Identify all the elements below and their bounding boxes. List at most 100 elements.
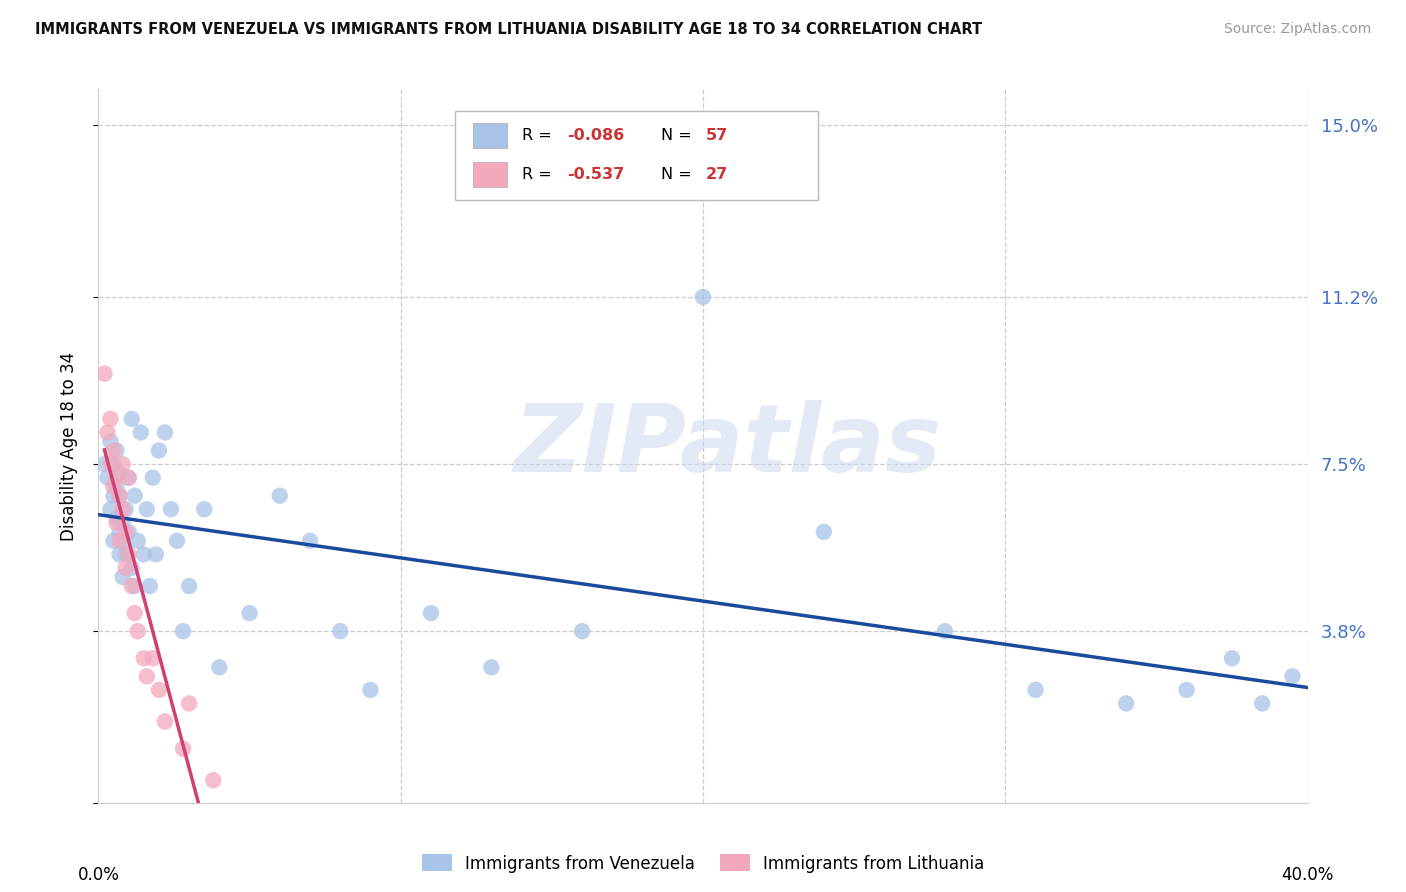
Point — [193, 502, 215, 516]
Point — [105, 443, 128, 458]
Point — [103, 443, 125, 458]
Point — [96, 470, 118, 484]
Point — [118, 524, 141, 539]
Point — [111, 516, 134, 530]
Point — [105, 470, 128, 484]
Point — [114, 561, 136, 575]
Point — [121, 412, 143, 426]
Point — [148, 682, 170, 697]
Point — [269, 489, 291, 503]
Point — [111, 502, 134, 516]
Y-axis label: Disability Age 18 to 34: Disability Age 18 to 34 — [59, 351, 77, 541]
Point — [420, 606, 443, 620]
Text: 40.0%: 40.0% — [1281, 866, 1334, 884]
Point — [103, 480, 125, 494]
Point — [148, 443, 170, 458]
Text: -0.537: -0.537 — [568, 168, 624, 182]
Point — [100, 457, 122, 471]
Point — [103, 457, 125, 471]
Point — [160, 502, 183, 516]
Point — [179, 579, 201, 593]
FancyBboxPatch shape — [456, 111, 818, 200]
Legend: Immigrants from Venezuela, Immigrants from Lithuania: Immigrants from Venezuela, Immigrants fr… — [415, 847, 991, 880]
Point — [135, 502, 157, 516]
Point — [118, 548, 141, 562]
Text: Source: ZipAtlas.com: Source: ZipAtlas.com — [1223, 22, 1371, 37]
Point — [105, 480, 128, 494]
Point — [124, 606, 146, 620]
Point — [135, 669, 157, 683]
Point — [208, 660, 231, 674]
Point — [132, 651, 155, 665]
Point — [111, 533, 134, 548]
Point — [105, 516, 128, 530]
Point — [142, 470, 165, 484]
Point — [114, 548, 136, 562]
Point — [114, 502, 136, 516]
Point — [1175, 682, 1198, 697]
Point — [108, 466, 131, 480]
Bar — [474, 123, 508, 148]
Point — [108, 548, 131, 562]
Text: R =: R = — [522, 128, 557, 143]
Point — [1024, 682, 1046, 697]
Point — [108, 489, 131, 503]
Point — [96, 425, 118, 440]
Point — [1115, 697, 1137, 711]
Point — [139, 579, 162, 593]
Point — [114, 524, 136, 539]
Point — [153, 714, 176, 729]
Point — [105, 511, 128, 525]
Point — [813, 524, 835, 539]
Point — [360, 682, 382, 697]
Point — [172, 624, 194, 639]
Text: N =: N = — [661, 168, 696, 182]
Text: 57: 57 — [706, 128, 728, 143]
Point — [111, 570, 134, 584]
Point — [1281, 669, 1303, 683]
Text: R =: R = — [522, 168, 557, 182]
Point — [118, 470, 141, 484]
Point — [108, 489, 131, 503]
Point — [172, 741, 194, 756]
Point — [166, 533, 188, 548]
Point — [132, 548, 155, 562]
Text: -0.086: -0.086 — [568, 128, 624, 143]
Point — [179, 697, 201, 711]
Point — [103, 489, 125, 503]
Point — [1220, 651, 1243, 665]
Text: 0.0%: 0.0% — [77, 866, 120, 884]
Text: N =: N = — [661, 128, 696, 143]
Point — [142, 651, 165, 665]
Point — [124, 489, 146, 503]
Point — [571, 624, 593, 639]
Point — [481, 660, 503, 674]
Point — [299, 533, 322, 548]
Point — [127, 533, 149, 548]
Point — [93, 367, 115, 381]
Point — [239, 606, 262, 620]
Point — [202, 773, 225, 788]
Point — [100, 412, 122, 426]
Point — [121, 579, 143, 593]
Point — [93, 457, 115, 471]
Point — [1251, 697, 1274, 711]
Point — [121, 561, 143, 575]
Text: ZIPatlas: ZIPatlas — [513, 400, 941, 492]
Text: IMMIGRANTS FROM VENEZUELA VS IMMIGRANTS FROM LITHUANIA DISABILITY AGE 18 TO 34 C: IMMIGRANTS FROM VENEZUELA VS IMMIGRANTS … — [35, 22, 983, 37]
Point — [329, 624, 352, 639]
Point — [692, 290, 714, 304]
Point — [118, 470, 141, 484]
Bar — [474, 162, 508, 187]
Point — [108, 533, 131, 548]
Point — [934, 624, 956, 639]
Point — [100, 502, 122, 516]
Point — [145, 548, 167, 562]
Point — [129, 425, 152, 440]
Point — [124, 579, 146, 593]
Point — [111, 457, 134, 471]
Point — [127, 624, 149, 639]
Point — [153, 425, 176, 440]
Point — [103, 533, 125, 548]
Point — [100, 434, 122, 449]
